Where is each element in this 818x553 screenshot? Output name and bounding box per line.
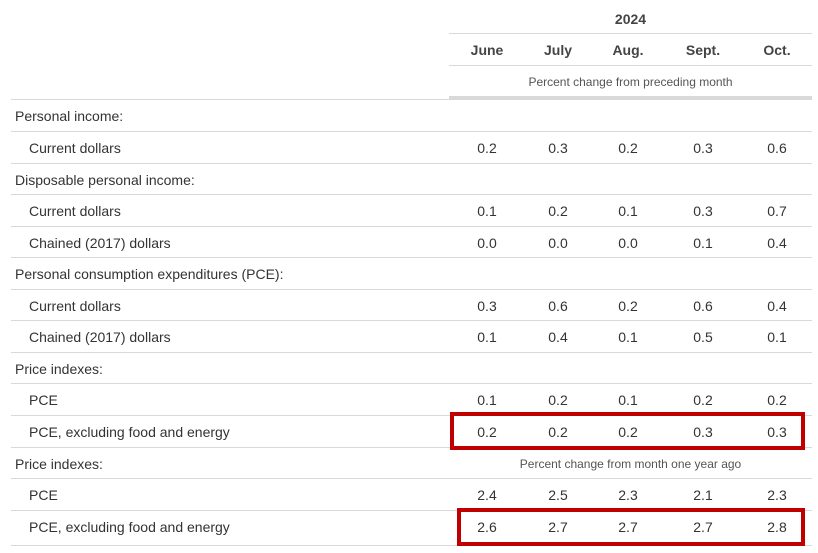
units-note-yoy: Percent change from month one year ago <box>519 456 742 471</box>
value-cell: 0.1 <box>477 202 497 219</box>
row-label: PCE, excluding food and energy <box>29 423 230 440</box>
row-label: PCE, excluding food and energy <box>29 518 230 535</box>
value-cell: 0.0 <box>477 234 497 251</box>
value-cell: 0.1 <box>693 234 713 251</box>
value-cell: 0.3 <box>548 139 568 156</box>
month-header-sept: Sept. <box>685 42 721 58</box>
value-cell: 2.3 <box>618 486 638 503</box>
table-row: PCE, excluding food and energy 2.6 2.7 2.7 2… <box>11 510 812 542</box>
value-cell: 0.3 <box>693 423 713 440</box>
value-cell: 0.4 <box>767 234 787 251</box>
value-cell: 0.4 <box>548 328 568 345</box>
value-cell: 0.3 <box>693 139 713 156</box>
value-cell: 0.3 <box>767 423 787 440</box>
value-cell: 0.7 <box>767 202 787 219</box>
value-cell: 0.0 <box>618 234 638 251</box>
value-cell: 2.7 <box>693 518 713 535</box>
table-row: PCE 0.1 0.2 0.1 0.2 0.2 <box>11 383 812 415</box>
month-header-aug: Aug. <box>612 42 644 58</box>
value-cell: 0.2 <box>693 391 713 408</box>
value-cell: 0.6 <box>693 297 713 314</box>
table-row: Chained (2017) dollars 0.1 0.4 0.1 0.5 0.1 <box>11 320 812 352</box>
value-cell: 2.7 <box>548 518 568 535</box>
value-cell: 2.1 <box>693 486 713 503</box>
value-cell: 0.2 <box>548 391 568 408</box>
year-rule <box>449 33 812 34</box>
value-cell: 0.2 <box>767 391 787 408</box>
table-row: Current dollars 0.1 0.2 0.1 0.3 0.7 <box>11 194 812 226</box>
section-label: Disposable personal income: <box>15 171 195 188</box>
table-row: Current dollars 0.3 0.6 0.2 0.6 0.4 <box>11 289 812 321</box>
table-row: Current dollars 0.2 0.3 0.2 0.3 0.6 <box>11 131 812 163</box>
value-cell: 2.3 <box>767 486 787 503</box>
month-header-oct: Oct. <box>763 42 791 58</box>
section-label: Price indexes: <box>15 360 103 377</box>
value-cell: 2.4 <box>477 486 497 503</box>
section-row: Personal consumption expenditures (PCE): <box>11 257 812 289</box>
row-label: PCE <box>29 486 58 503</box>
value-cell: 0.1 <box>477 391 497 408</box>
value-cell: 2.6 <box>477 518 497 535</box>
month-header-june: June <box>470 42 504 58</box>
section-row: Disposable personal income: <box>11 163 812 195</box>
value-cell: 2.7 <box>618 518 638 535</box>
value-cell: 0.0 <box>548 234 568 251</box>
value-cell: 0.2 <box>477 423 497 440</box>
table-row: PCE 2.4 2.5 2.3 2.1 2.3 <box>11 478 812 510</box>
section-row: Personal income: <box>11 99 812 131</box>
value-cell: 0.2 <box>477 139 497 156</box>
value-cell: 0.1 <box>477 328 497 345</box>
table-row: Chained (2017) dollars 0.0 0.0 0.0 0.1 0.4 <box>11 226 812 258</box>
row-label: Chained (2017) dollars <box>29 328 171 345</box>
row-label: Chained (2017) dollars <box>29 234 171 251</box>
row-label: Current dollars <box>29 297 121 314</box>
value-cell: 0.1 <box>618 391 638 408</box>
units-note: Percent change from preceding month <box>528 75 733 89</box>
units-rule <box>449 96 812 99</box>
section-row: Price indexes: <box>11 352 812 384</box>
section-label: Personal consumption expenditures (PCE): <box>15 265 284 282</box>
row-label: Current dollars <box>29 139 121 156</box>
value-cell: 0.2 <box>548 202 568 219</box>
section-label: Personal income: <box>15 107 124 124</box>
value-cell: 0.5 <box>693 328 713 345</box>
value-cell: 0.6 <box>767 139 787 156</box>
value-cell: 0.2 <box>618 423 638 440</box>
value-cell: 0.1 <box>618 202 638 219</box>
row-label: Current dollars <box>29 202 121 219</box>
value-cell: 2.5 <box>548 486 568 503</box>
row-label: PCE <box>29 391 58 408</box>
month-rule <box>449 65 812 66</box>
value-cell: 0.3 <box>693 202 713 219</box>
value-cell: 0.2 <box>618 139 638 156</box>
value-cell: 0.1 <box>767 328 787 345</box>
value-cell: 0.6 <box>548 297 568 314</box>
value-cell: 0.2 <box>618 297 638 314</box>
value-cell: 0.4 <box>767 297 787 314</box>
bottom-rule <box>11 545 812 546</box>
value-cell: 0.1 <box>618 328 638 345</box>
month-header-july: July <box>543 42 572 58</box>
value-cell: 0.2 <box>548 423 568 440</box>
section-row: Price indexes: Percent change from month … <box>11 447 812 479</box>
value-cell: 0.3 <box>477 297 497 314</box>
value-cell: 2.8 <box>767 518 787 535</box>
year-header: 2024 <box>614 11 647 27</box>
table-row: PCE, excluding food and energy 0.2 0.2 0.2 0… <box>11 415 812 447</box>
section-label: Price indexes: <box>15 455 103 472</box>
